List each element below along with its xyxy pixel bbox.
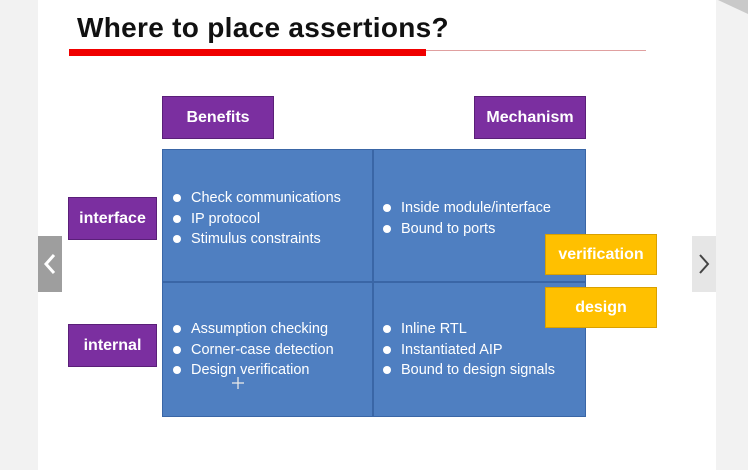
list-item: Stimulus constraints (171, 229, 341, 250)
list-item: Inside module/interface (381, 198, 551, 219)
chevron-left-icon (43, 254, 56, 274)
list-item: Design verification (171, 360, 334, 381)
next-slide-button[interactable] (692, 236, 716, 292)
list-item: Assumption checking (171, 319, 334, 340)
cell-internal-benefits: Assumption checking Corner-case detectio… (171, 319, 334, 381)
previous-slide-button[interactable] (38, 236, 62, 292)
row-label-interface: interface (68, 197, 157, 240)
list-item: Corner-case detection (171, 340, 334, 361)
header-benefits: Benefits (162, 96, 274, 139)
slide-title: Where to place assertions? (77, 12, 449, 43)
list-item: Instantiated AIP (381, 340, 555, 361)
list-item: IP protocol (171, 209, 341, 230)
cell-internal-mechanism: Inline RTL Instantiated AIP Bound to des… (381, 319, 555, 381)
list-item: Check communications (171, 188, 341, 209)
title-underline-rule (426, 50, 646, 51)
list-item: Bound to design signals (381, 360, 555, 381)
list-item: Inline RTL (381, 319, 555, 340)
page-corner-fold (718, 0, 748, 14)
header-mechanism: Mechanism (474, 96, 586, 139)
assertion-matrix: Check communications IP protocol Stimulu… (162, 149, 586, 417)
matrix-divider-vertical (372, 150, 374, 416)
tag-design: design (545, 287, 657, 328)
chevron-right-icon (699, 254, 710, 274)
row-label-internal: internal (68, 324, 157, 367)
list-item: Bound to ports (381, 219, 551, 240)
title-underline-accent (69, 49, 426, 56)
matrix-divider-horizontal (163, 281, 585, 283)
tag-verification: verification (545, 234, 657, 275)
move-cursor-icon (232, 377, 244, 389)
cell-interface-benefits: Check communications IP protocol Stimulu… (171, 188, 341, 250)
cell-interface-mechanism: Inside module/interface Bound to ports (381, 198, 551, 239)
